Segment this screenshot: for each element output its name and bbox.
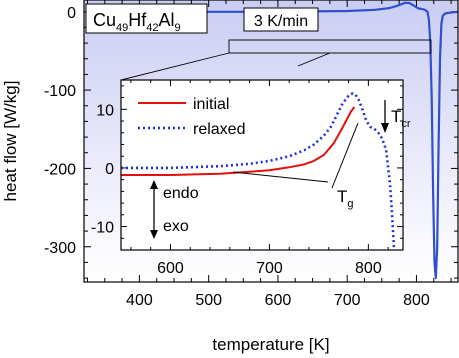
exo-label: exo [163, 218, 189, 235]
y-axis-label: heat flow [W/kg] [1, 81, 20, 202]
inset-y-tick-label: 10 [96, 102, 114, 119]
tcr-label: Tcr [391, 107, 411, 130]
y-tick-label: -200 [44, 161, 76, 178]
inset-legend: initial relaxed [138, 96, 245, 138]
x-tick-label: 500 [195, 292, 222, 309]
tg-baseline-tangent [232, 171, 329, 183]
inset-series-relaxed [121, 92, 396, 250]
inset-y-tick-label: -10 [91, 220, 114, 237]
endo-exo-indicator [150, 180, 158, 239]
inset-x-tick-label: 600 [157, 260, 184, 277]
y-tick-label: -300 [44, 240, 76, 257]
inset-frame [120, 79, 404, 251]
y-tick-label: 0 [67, 5, 76, 22]
legend-label-relaxed: relaxed [193, 121, 245, 138]
tg-rise-tangent [331, 122, 359, 189]
x-tick-label: 800 [403, 292, 430, 309]
endo-label: endo [163, 185, 199, 202]
inset-x-tick-label: 700 [256, 260, 283, 277]
inset-background [121, 80, 403, 250]
tg-label: Tg [337, 187, 354, 210]
exo-arrow-head [150, 230, 158, 239]
inset-x-tick-label: 800 [355, 260, 382, 277]
zoom-connector-left [120, 52, 230, 81]
tcr-arrow-head [381, 123, 389, 133]
x-tick-label: 700 [334, 292, 361, 309]
zoom-connector-right [297, 52, 331, 67]
chart-title: Cu49Hf42Al9 [93, 10, 181, 34]
x-tick-label: 400 [126, 292, 153, 309]
main-plot-frame [83, 0, 459, 283]
title-box [85, 3, 208, 34]
endo-arrow-head [150, 180, 158, 189]
inset-series-initial [121, 106, 356, 176]
x-tick-label: 600 [265, 292, 292, 309]
x-axis-label: temperature [K] [212, 335, 329, 354]
rate-annotation: 3 K/min [254, 13, 308, 30]
y-tick-label: -100 [44, 83, 76, 100]
inset-y-tick-label: 0 [105, 161, 114, 178]
legend-label-initial: initial [193, 96, 229, 113]
main-series-line-0 [84, 1, 458, 280]
rate-annotation-box [243, 7, 319, 32]
